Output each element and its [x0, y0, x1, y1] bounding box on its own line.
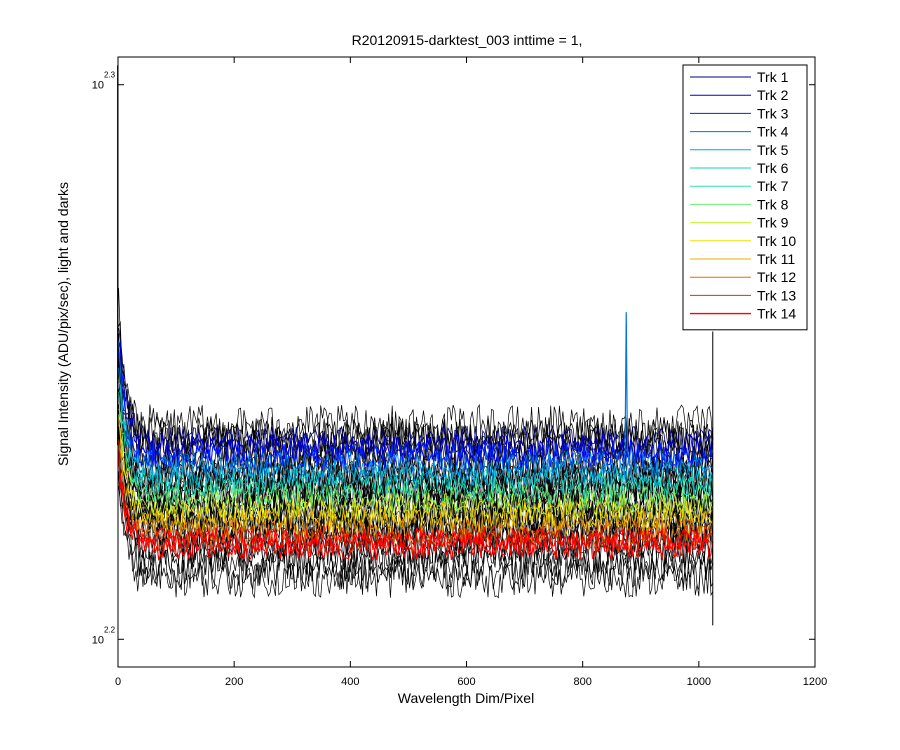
legend-label: Trk 4 — [757, 124, 789, 140]
legend-label: Trk 6 — [757, 160, 789, 176]
x-tick-label: 800 — [573, 676, 591, 688]
legend-label: Trk 1 — [757, 69, 789, 85]
legend-label: Trk 12 — [757, 269, 796, 285]
series-traces — [118, 327, 714, 561]
legend: Trk 1 Trk 2 Trk 3 Trk 4 Trk 5 Trk 6 Trk 7 Trk 8… — [682, 64, 808, 331]
dark-trace — [118, 288, 714, 462]
x-axis-label: Wavelength Dim/Pixel — [398, 690, 534, 706]
series-line-trk-2 — [118, 340, 714, 464]
y-axis-label: Signal Intensity (ADU/pix/sec), light an… — [55, 182, 71, 466]
legend-label: Trk 2 — [757, 87, 789, 103]
x-tick-label: 1000 — [687, 676, 711, 688]
legend-label: Trk 8 — [757, 196, 789, 212]
legend-label: Trk 13 — [757, 287, 796, 303]
legend-label: Trk 14 — [757, 306, 796, 322]
series-line-trk-11 — [118, 418, 714, 538]
series-line-trk-14 — [118, 457, 714, 552]
x-tick-label: 400 — [341, 676, 359, 688]
legend-label: Trk 7 — [757, 178, 789, 194]
legend-box — [682, 64, 808, 331]
x-tick-label: 1200 — [803, 676, 827, 688]
x-tick-label: 0 — [115, 676, 121, 688]
legend-label: Trk 11 — [757, 251, 795, 267]
legend-label: Trk 3 — [757, 105, 789, 121]
x-axis: 0 200 400 600 800 1000 1200 — [115, 57, 827, 688]
series-line-trk-6 — [118, 381, 714, 496]
y-tick-exponent: 2.2 — [104, 625, 116, 634]
series-line-trk-8 — [118, 408, 714, 513]
x-tick-label: 200 — [225, 676, 243, 688]
legend-label: Trk 9 — [757, 215, 789, 231]
y-tick-label: 10 — [92, 80, 104, 92]
legend-label: Trk 10 — [757, 233, 796, 249]
series-line-trk-10 — [118, 424, 714, 530]
series-line-trk-9 — [118, 414, 714, 521]
x-tick-label: 600 — [457, 676, 475, 688]
series-line-trk-4 — [118, 340, 714, 480]
y-tick-exponent: 2.3 — [104, 71, 116, 80]
series-line-trk-3 — [118, 351, 714, 472]
legend-label: Trk 5 — [757, 142, 789, 158]
chart-title: R20120915-darktest_003 inttime = 1, — [352, 32, 583, 48]
dark-trace — [118, 321, 714, 447]
y-tick-label: 10 — [92, 634, 104, 646]
dark-trace — [118, 371, 714, 503]
dark-trace — [118, 485, 714, 599]
spike-annotation — [622, 312, 630, 465]
